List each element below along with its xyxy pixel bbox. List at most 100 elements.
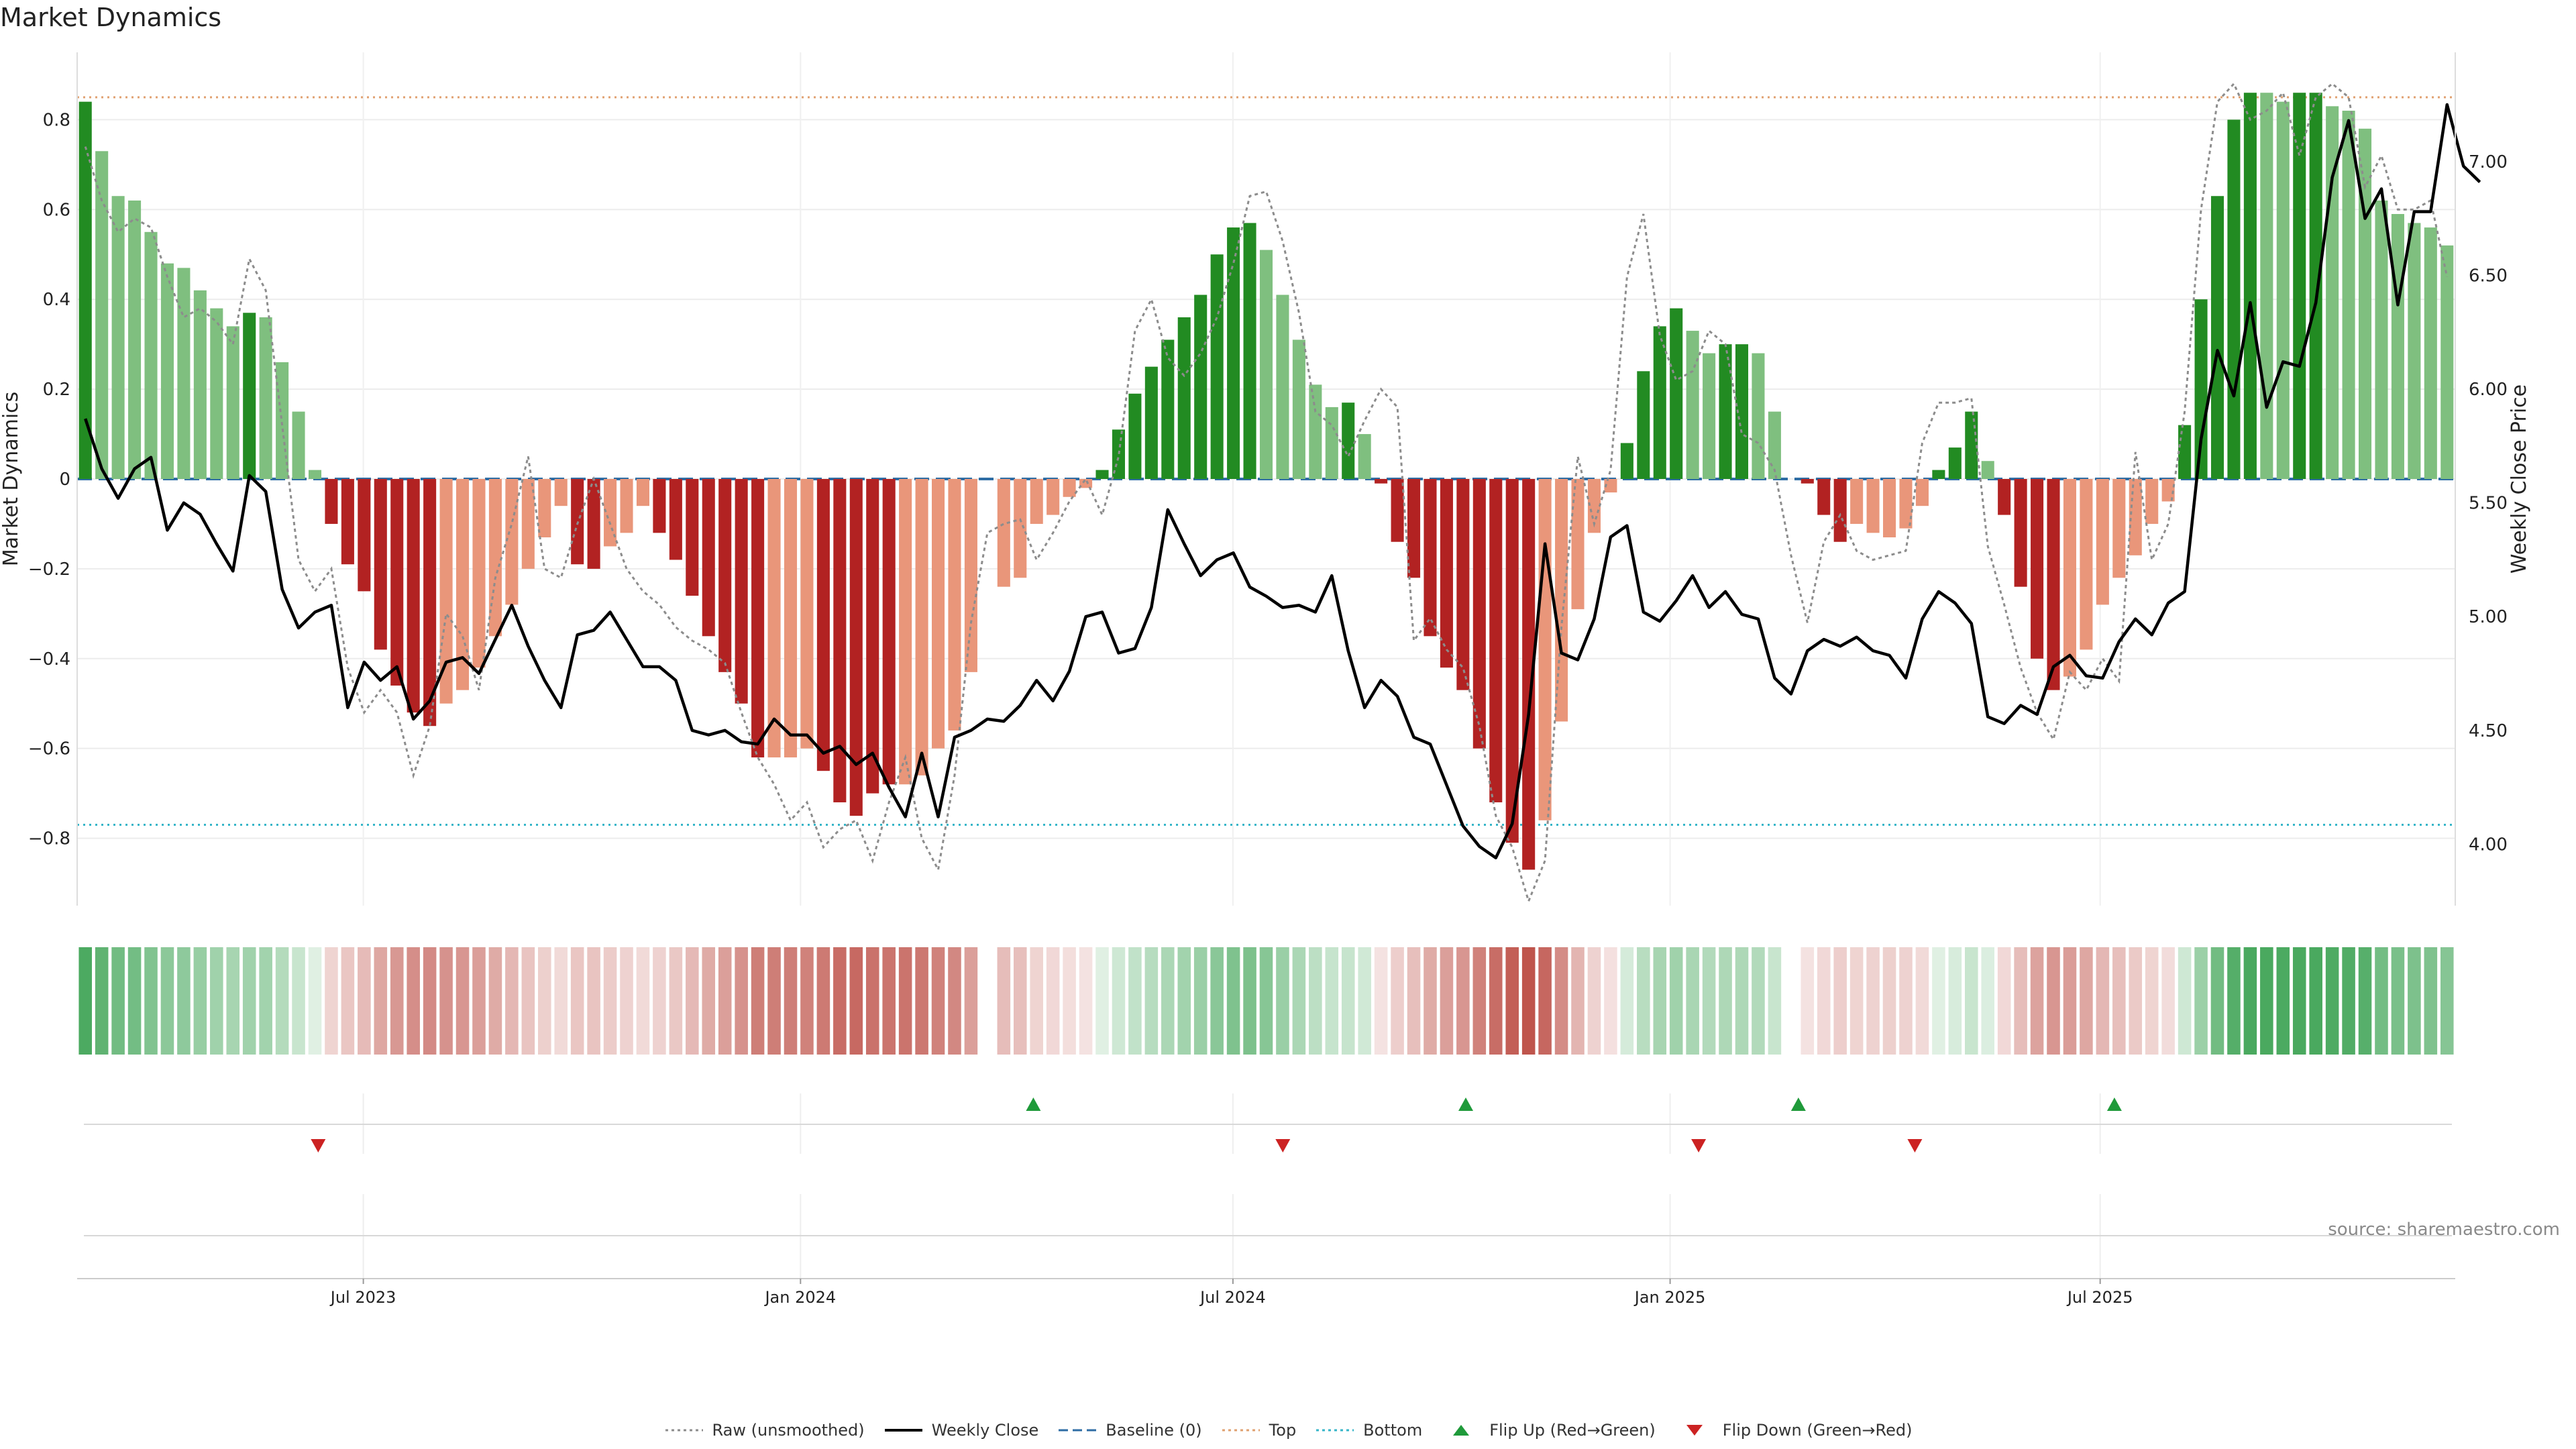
bar-134 [2276, 101, 2290, 480]
bar-37 [686, 479, 699, 596]
strip-cell-10 [242, 947, 256, 1055]
bar-24 [472, 479, 486, 668]
bar-15 [325, 479, 338, 524]
strip-cell-32 [603, 947, 617, 1055]
bar-54 [964, 479, 977, 672]
strip-cell-134 [2276, 947, 2290, 1055]
strip-cell-93 [1604, 947, 1617, 1055]
bar-86 [1489, 479, 1503, 803]
bar-44 [800, 479, 814, 749]
strip-cell-70 [1226, 947, 1240, 1055]
y-tick-label-4: 0 [59, 470, 70, 490]
strip-cell-28 [537, 947, 551, 1055]
strip-cell-130 [2210, 947, 2224, 1055]
bar-38 [702, 479, 715, 637]
bar-126 [2145, 479, 2159, 524]
bar-140 [2375, 200, 2388, 479]
bar-108 [1850, 479, 1864, 524]
strip-cell-54 [964, 947, 978, 1055]
strip-cell-29 [554, 947, 568, 1055]
strip-cell-114 [1948, 947, 1962, 1055]
flip-down-marker-3 [1907, 1139, 1923, 1152]
strip-cell-11 [259, 947, 272, 1055]
strip-cell-12 [275, 947, 289, 1055]
strip-cell-139 [2358, 947, 2372, 1055]
strip-cell-131 [2227, 947, 2241, 1055]
strip-cell-15 [325, 947, 338, 1055]
bar-18 [374, 479, 387, 650]
y-tick-label-0: −0.8 [28, 829, 70, 849]
bar-119 [2031, 479, 2044, 659]
strip-cell-20 [407, 947, 420, 1055]
strip-cell-123 [2096, 947, 2110, 1055]
bar-129 [2194, 299, 2208, 479]
strip-cell-103 [1768, 947, 1782, 1055]
bar-53 [948, 479, 961, 731]
bar-94 [1620, 443, 1633, 479]
legend-tri-down-icon [1686, 1425, 1703, 1436]
bar-48 [866, 479, 879, 794]
strip-cell-120 [2047, 947, 2060, 1055]
strip-cell-33 [620, 947, 633, 1055]
strip-cell-69 [1210, 947, 1224, 1055]
strip-cell-116 [1981, 947, 1995, 1055]
legend-tri-up-icon [1453, 1425, 1470, 1436]
flip-markers [84, 1097, 2452, 1152]
bar-series [78, 93, 2454, 870]
bar-77 [1342, 402, 1355, 479]
bar-125 [2129, 479, 2142, 555]
strip-cell-101 [1735, 947, 1749, 1055]
y2-tick-label-5: 6.50 [2469, 266, 2508, 286]
legend-label: Flip Up (Red→Green) [1489, 1421, 1656, 1440]
strip-cell-2 [111, 947, 125, 1055]
bar-65 [1144, 366, 1158, 479]
bar-142 [2408, 223, 2421, 479]
strip-cell-51 [915, 947, 928, 1055]
strip-cell-18 [374, 947, 388, 1055]
strip-cell-13 [292, 947, 305, 1055]
strip-cell-75 [1309, 947, 1322, 1055]
bar-33 [620, 479, 633, 533]
bar-56 [997, 479, 1010, 587]
bar-74 [1292, 339, 1305, 479]
bar-95 [1637, 371, 1650, 479]
bar-68 [1194, 294, 1208, 479]
bar-101 [1735, 344, 1749, 479]
bar-26 [505, 479, 519, 605]
close-line [84, 103, 2481, 860]
strip-cell-48 [865, 947, 879, 1055]
strip-cell-43 [784, 947, 798, 1055]
strip-cell-25 [488, 947, 502, 1055]
strip-cell-141 [2391, 947, 2405, 1055]
flip-down-marker-2 [1691, 1139, 1707, 1152]
strip-cell-98 [1686, 947, 1699, 1055]
bar-116 [1981, 461, 1994, 479]
strip-cell-83 [1440, 947, 1454, 1055]
bar-52 [931, 479, 945, 749]
strip-cell-52 [931, 947, 945, 1055]
strip-cell-80 [1391, 947, 1404, 1055]
strip-cell-38 [702, 947, 716, 1055]
bar-62 [1095, 470, 1109, 479]
bar-8 [210, 308, 223, 479]
bar-49 [882, 479, 896, 785]
bar-80 [1391, 479, 1404, 542]
strip-cell-108 [1849, 947, 1864, 1055]
source-note: source: sharemaestro.com [2328, 1220, 2560, 1240]
bar-138 [2342, 111, 2355, 479]
strip-cell-24 [472, 947, 486, 1055]
strip-cell-47 [849, 947, 863, 1055]
flip-up-marker-1 [1458, 1097, 1474, 1111]
bar-110 [1882, 479, 1896, 538]
bar-6 [177, 268, 191, 479]
axes: −0.8 −0.6 −0.4 −0.2 0 0.2 0.4 0.6 0.8 4.00 4.50 5.0… [0, 52, 2531, 906]
strip-cell-67 [1177, 947, 1191, 1055]
strip-cell-119 [2030, 947, 2044, 1055]
strip-cell-16 [341, 947, 355, 1055]
strip-cell-92 [1587, 947, 1601, 1055]
close-line-layer [84, 103, 2481, 860]
strip-cell-142 [2408, 947, 2421, 1055]
bar-45 [816, 479, 830, 771]
legend-label: Top [1269, 1421, 1297, 1440]
legend-item-flip_up: Flip Up (Red→Green) [1441, 1421, 1656, 1440]
